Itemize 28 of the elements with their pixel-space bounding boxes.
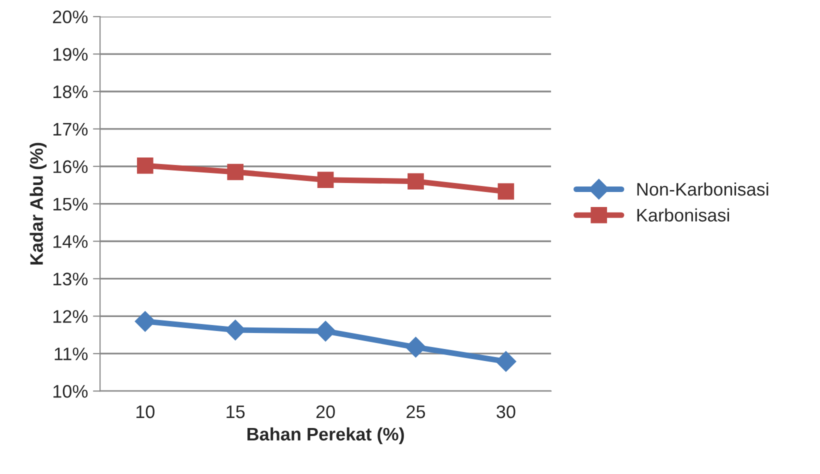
point [317,172,334,188]
legend-label: Karbonisasi [637,208,730,222]
point [405,336,426,358]
x-tick-label: 20 [316,405,335,418]
point [498,183,514,200]
y-tick-label: 19% [53,48,88,61]
y-tick-label: 11% [54,348,88,360]
y-tick-label: 14% [53,235,88,248]
y-tick-label: 13% [53,272,88,286]
legend-label: Non-Karbonisasi [637,182,768,196]
y-tick-label: 16% [53,160,88,174]
point [496,351,516,372]
y-tick-label: 10% [53,384,88,398]
x-tick-label: 30 [496,405,516,418]
point [408,173,424,190]
x-tick-label: 15 [226,406,245,418]
point [136,157,154,174]
y-tick-label: 15% [53,198,88,211]
y-tick-label: 18% [53,85,88,98]
point [227,164,244,180]
x-tick-label: 25 [406,405,426,418]
x-axis-title: Bahan Perekat (%) [247,427,404,444]
y-axis-title: Kadar Abu (%) [30,142,47,264]
point [134,311,156,332]
y-tick-label: 17% [53,122,88,136]
y-tick-label: 20% [53,10,88,24]
y-tick-label: 12% [53,310,88,323]
x-tick-label: 10 [136,405,154,418]
